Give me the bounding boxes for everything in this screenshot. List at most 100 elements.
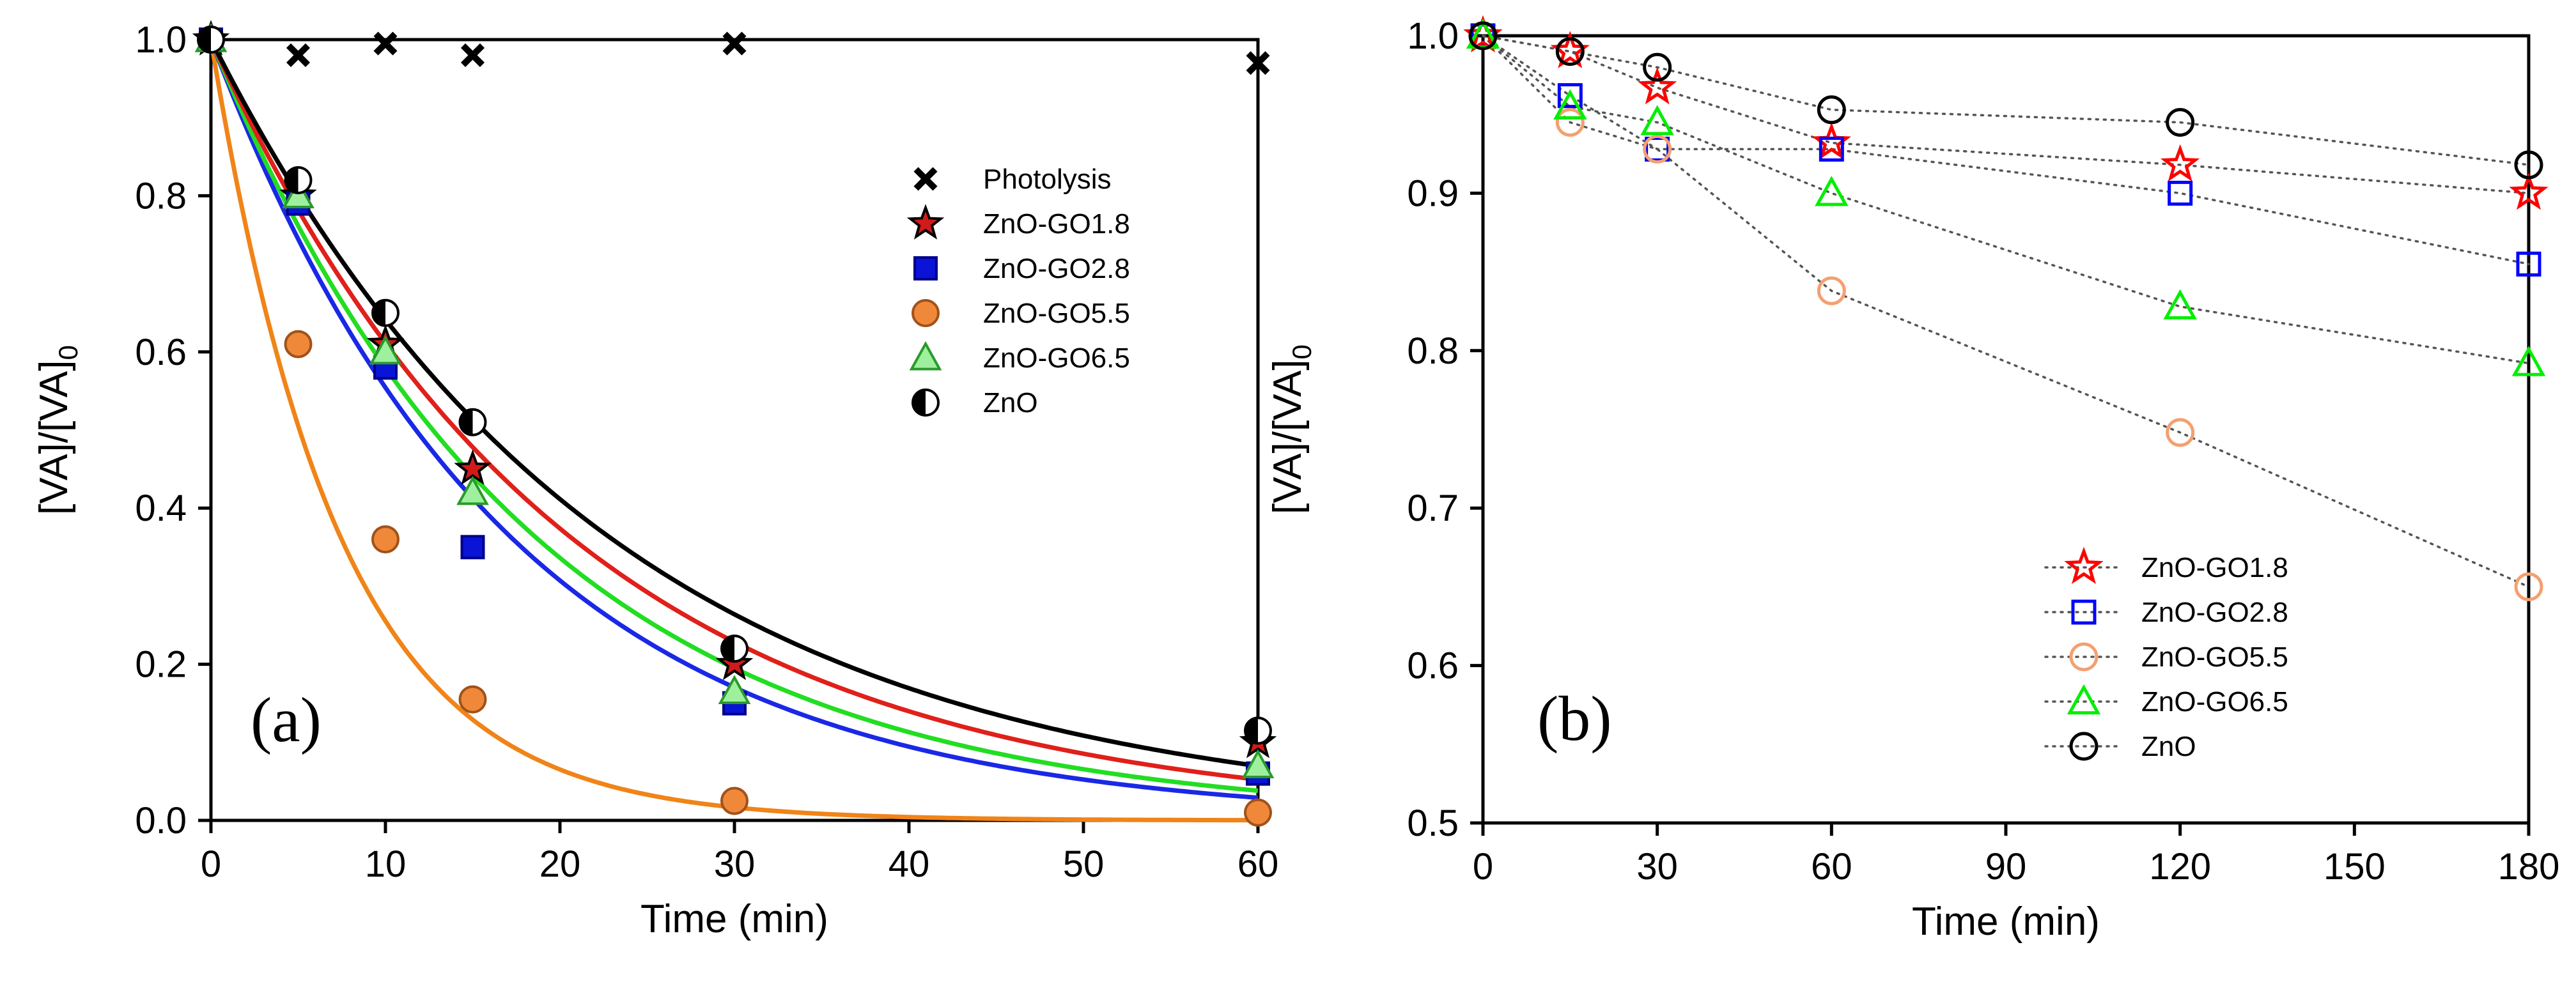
legend-label: ZnO — [2141, 731, 2196, 762]
data-point-ZnO — [458, 408, 487, 436]
data-point-ZnO — [720, 634, 749, 663]
legend-label: ZnO-GO1.8 — [2141, 552, 2288, 583]
data-point-Photolysis — [1246, 51, 1270, 75]
data-point-ZnO-GO5.5 — [720, 787, 749, 815]
data-point-ZnO-GO2.8 — [1557, 83, 1583, 109]
x-axis-title: Time (min) — [1912, 900, 2100, 944]
legend-label: ZnO-GO2.8 — [983, 253, 1130, 284]
data-point-ZnO — [371, 298, 400, 327]
data-point-ZnO-GO2.8 — [2168, 180, 2193, 206]
x-tick-label: 60 — [1811, 846, 1852, 887]
x-tick-label: 150 — [2324, 846, 2386, 887]
data-point-ZnO-GO5.5 — [2166, 418, 2195, 447]
data-point-ZnO — [1244, 716, 1272, 745]
y-tick-label: 0.4 — [135, 488, 187, 529]
x-tick-label: 90 — [1985, 846, 2027, 887]
data-point-ZnO-GO1.8 — [1638, 67, 1677, 105]
y-tick-label: 1.0 — [1407, 15, 1459, 57]
data-point-ZnO-GO6.5 — [456, 475, 489, 505]
y-tick-label: 0.8 — [135, 175, 187, 217]
data-point-ZnO-GO6.5 — [1815, 176, 1849, 206]
y-tick-label: 0.5 — [1407, 803, 1459, 844]
y-tick-label: 0.7 — [1407, 488, 1459, 529]
series-line-ZnO-GO2.8 — [1482, 35, 2530, 266]
data-point-ZnO — [1555, 37, 1585, 66]
x-tick-label: 60 — [1238, 843, 1279, 885]
x-tick-label: 40 — [888, 843, 930, 885]
y-tick-label: 1.0 — [135, 19, 187, 61]
data-point-ZnO-GO6.5 — [282, 179, 314, 208]
data-point-ZnO-GO1.8 — [2509, 173, 2549, 210]
x-tick-label: 30 — [1636, 846, 1678, 887]
legend-marker — [2067, 684, 2101, 715]
legend-marker — [912, 299, 940, 327]
y-axis-title-main: [VA]/[VA] — [32, 360, 76, 515]
data-point-Photolysis — [460, 43, 485, 67]
legend-marker — [906, 204, 945, 240]
data-point-ZnO-GO2.8 — [1819, 136, 1844, 162]
y-axis-title-main: [VA]/[VA] — [1266, 360, 1310, 514]
data-point-ZnO-GO5.5 — [284, 330, 313, 358]
data-point-ZnO — [2514, 150, 2543, 180]
y-axis-title-subscript: 0 — [1287, 344, 1317, 359]
data-point-ZnO — [1468, 21, 1498, 50]
y-axis-title: [VA]/[VA]0 — [32, 345, 83, 515]
x-tick-label: 20 — [539, 843, 581, 885]
data-point-ZnO-GO5.5 — [458, 685, 487, 714]
data-point-ZnO-GO5.5 — [1555, 108, 1585, 137]
x-axis-title: Time (min) — [640, 897, 828, 941]
y-tick-label: 0.8 — [1407, 330, 1459, 372]
legend-label: ZnO-GO6.5 — [983, 342, 1130, 374]
chart-panel-a: 0 10 20 30 40 50 60 0.0 0.2 0.4 0.6 0.8 1.0 Time (min… — [32, 19, 1278, 941]
x-tick-label: 180 — [2498, 846, 2560, 887]
y-tick-label: 0.6 — [135, 332, 187, 373]
legend-label: ZnO-GO2.8 — [2141, 597, 2288, 628]
legend-marker — [2064, 546, 2104, 585]
data-point-ZnO — [197, 26, 225, 54]
data-point-ZnO-GO1.8 — [2161, 144, 2200, 182]
x-tick-label: 10 — [365, 843, 407, 885]
data-point-ZnO-GO6.5 — [718, 675, 751, 704]
data-point-ZnO — [284, 165, 313, 194]
legend-label: ZnO-GO5.5 — [983, 298, 1130, 329]
data-point-Photolysis — [286, 43, 311, 67]
series-line-ZnO-GO6.5 — [1482, 35, 2530, 365]
data-point-ZnO-GO1.8 — [454, 449, 492, 485]
legend-marker — [909, 341, 942, 371]
y-tick-label: 0.6 — [1407, 645, 1459, 687]
y-tick-label: 0.2 — [135, 644, 187, 686]
data-point-ZnO-GO1.8 — [715, 644, 754, 680]
data-point-ZnO-GO6.5 — [2511, 346, 2546, 376]
data-point-ZnO — [1643, 52, 1672, 82]
data-point-ZnO-GO6.5 — [1640, 105, 1674, 135]
x-tick-label: 50 — [1063, 843, 1105, 885]
panel-label: (b) — [1537, 683, 1612, 754]
legend-label: ZnO-GO1.8 — [983, 208, 1130, 240]
data-point-ZnO-GO5.5 — [1817, 276, 1846, 305]
data-point-ZnO-GO2.8 — [2516, 251, 2541, 277]
legend-label: Photolysis — [983, 164, 1112, 195]
y-axis-title-subscript: 0 — [53, 345, 83, 360]
legend-marker — [912, 388, 940, 417]
x-tick-label: 30 — [714, 843, 756, 885]
data-point-ZnO-GO5.5 — [2514, 572, 2543, 601]
data-point-ZnO-GO2.8 — [460, 535, 485, 560]
chart-panel-b: 0 30 60 90 120 150 180 0.5 0.6 0.7 0.8 0.9 1.0 Time (… — [1266, 15, 2559, 944]
legend-label: ZnO-GO6.5 — [2141, 686, 2288, 718]
data-point-ZnO — [1817, 95, 1846, 125]
x-tick-label: 0 — [1473, 846, 1493, 887]
data-point-ZnO-GO6.5 — [2163, 289, 2197, 319]
panel-label: (a) — [251, 684, 322, 755]
legend-marker — [913, 256, 938, 280]
data-point-ZnO-GO6.5 — [1553, 89, 1587, 119]
legend-marker — [2069, 642, 2099, 672]
data-point-Photolysis — [722, 31, 747, 56]
legend-label: ZnO — [983, 387, 1038, 419]
data-point-Photolysis — [373, 31, 398, 56]
legend-marker — [913, 167, 938, 191]
y-tick-label: 0.0 — [135, 800, 187, 841]
data-point-ZnO — [2166, 108, 2195, 137]
data-point-ZnO-GO5.5 — [371, 525, 400, 554]
x-tick-label: 0 — [201, 843, 221, 885]
